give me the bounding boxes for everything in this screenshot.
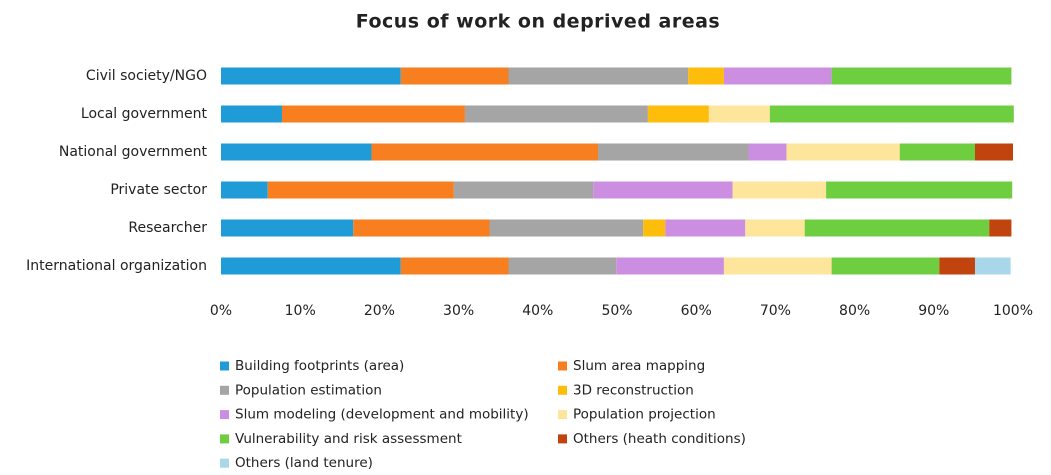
legend-swatch xyxy=(558,410,567,420)
bar-segment xyxy=(665,219,746,237)
bar-segment xyxy=(508,257,617,275)
bar-segment xyxy=(688,67,724,85)
y-tick-label: Local government xyxy=(81,106,208,122)
legend-label: Population estimation xyxy=(235,382,382,398)
x-tick-label: 0% xyxy=(210,303,232,319)
x-tick-label: 40% xyxy=(522,303,553,319)
bar-segment xyxy=(939,257,975,275)
bar-segment xyxy=(974,143,1013,161)
bar-segment xyxy=(723,257,832,275)
bar-segment xyxy=(508,67,689,85)
bar-segment xyxy=(267,181,454,199)
bar-segment xyxy=(221,143,372,161)
x-tick-label: 70% xyxy=(760,303,791,319)
bar-segment xyxy=(899,143,975,161)
bar-segment xyxy=(453,181,594,199)
legend-label: Building footprints (area) xyxy=(235,358,404,374)
bar-segment xyxy=(221,181,268,199)
x-tick-label: 10% xyxy=(285,303,316,319)
legend-label: 3D reconstruction xyxy=(573,382,694,398)
bar-segment xyxy=(804,219,990,237)
bar-segment xyxy=(831,67,1012,85)
x-tick-label: 50% xyxy=(601,303,632,319)
bar-segment xyxy=(748,143,787,161)
bar-segment xyxy=(643,219,666,237)
bar-segment xyxy=(708,105,770,123)
x-tick-label: 90% xyxy=(918,303,949,319)
bar-segment xyxy=(221,257,401,275)
bar-segment xyxy=(826,181,1013,199)
bar-segment xyxy=(831,257,940,275)
x-tick-label: 30% xyxy=(443,303,474,319)
bar-segment xyxy=(221,67,401,85)
bar-segment xyxy=(732,181,827,199)
bar-segment xyxy=(616,257,724,275)
legend-label: Vulnerability and risk assessment xyxy=(235,431,462,447)
bar-segment xyxy=(989,219,1012,237)
bar-segment xyxy=(400,67,509,85)
bar-segment xyxy=(371,143,598,161)
bar-segment xyxy=(400,257,509,275)
y-tick-label: Private sector xyxy=(110,182,207,198)
chart-title: Focus of work on deprived areas xyxy=(356,11,721,33)
legend-label: Others (heath conditions) xyxy=(573,431,746,447)
bar-segment xyxy=(464,105,648,123)
bar-segment xyxy=(786,143,900,161)
bar-segment xyxy=(769,105,1014,123)
legend-label: Population projection xyxy=(573,407,716,423)
x-tick-label: 100% xyxy=(993,303,1033,319)
y-tick-label: International organization xyxy=(26,258,207,274)
legend-swatch xyxy=(220,458,229,468)
y-tick-label: Civil society/NGO xyxy=(86,68,207,84)
legend-label: Others (land tenure) xyxy=(235,455,373,471)
x-tick-label: 20% xyxy=(364,303,395,319)
bar-segment xyxy=(647,105,709,123)
bar-segment xyxy=(593,181,733,199)
bar-segment xyxy=(974,257,1011,275)
legend-swatch xyxy=(220,361,229,371)
bar-segment xyxy=(281,105,465,123)
legend-swatch xyxy=(220,385,229,395)
bar-segment xyxy=(723,67,832,85)
legend-label: Slum area mapping xyxy=(573,358,705,374)
bar-segment xyxy=(489,219,644,237)
legend-swatch xyxy=(220,410,229,420)
bar-segment xyxy=(597,143,749,161)
legend-swatch xyxy=(558,385,567,395)
x-tick-label: 80% xyxy=(839,303,870,319)
bar-segment xyxy=(221,105,282,123)
legend-label: Slum modeling (development and mobility) xyxy=(235,407,529,423)
bar-segment xyxy=(353,219,490,237)
legend-swatch xyxy=(558,361,567,371)
bar-segment xyxy=(221,219,354,237)
legend-swatch xyxy=(220,434,229,444)
y-tick-label: National government xyxy=(59,144,208,160)
legend-swatch xyxy=(558,434,567,444)
y-tick-label: Researcher xyxy=(128,220,207,236)
bar-segment xyxy=(745,219,805,237)
x-tick-label: 60% xyxy=(681,303,712,319)
